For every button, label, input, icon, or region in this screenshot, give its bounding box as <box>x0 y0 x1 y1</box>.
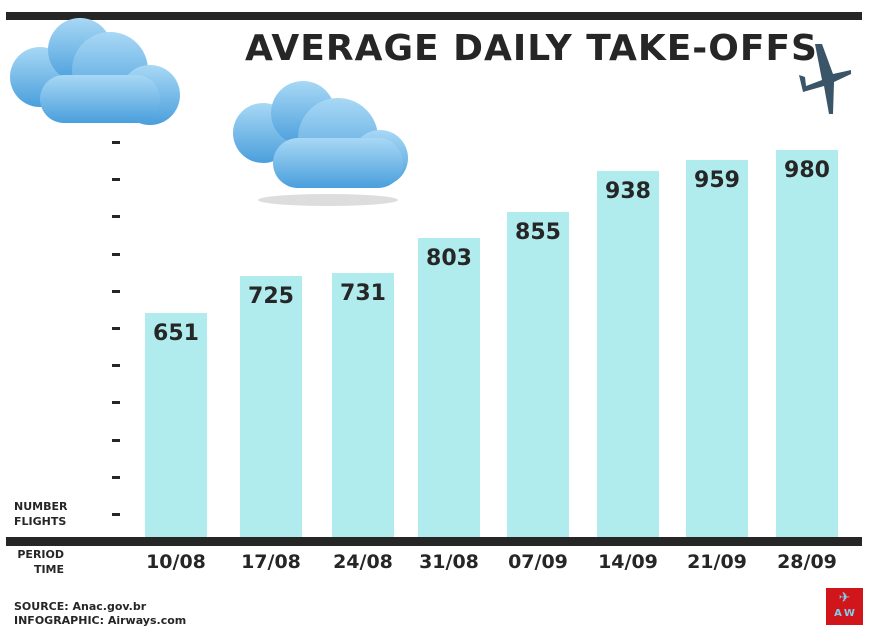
y-tick <box>112 178 120 182</box>
bar <box>145 313 207 537</box>
y-tick <box>112 475 120 479</box>
x-tick-label: 31/08 <box>419 551 479 573</box>
y-tick <box>112 141 120 144</box>
y-tick <box>112 252 120 256</box>
airplane-icon <box>799 44 851 114</box>
data-label: 938 <box>605 178 651 204</box>
y-label-line: FLIGHTS <box>14 515 67 528</box>
x-tick-label: 17/08 <box>241 551 301 573</box>
data-label: 855 <box>515 219 561 245</box>
bar <box>686 160 748 537</box>
data-label: 725 <box>248 284 294 310</box>
data-label: 651 <box>153 321 199 346</box>
x-tick-label: 24/08 <box>333 551 393 573</box>
y-tick <box>112 364 120 368</box>
y-tick <box>112 513 120 516</box>
x-tick-label: 21/09 <box>687 551 747 573</box>
baseline <box>6 537 862 546</box>
x-tick-label: 07/09 <box>508 551 568 573</box>
data-label: 980 <box>784 157 830 183</box>
y-tick <box>112 438 120 442</box>
x-label-line: PERIOD <box>17 548 64 561</box>
y-tick <box>112 401 120 405</box>
y-axis-label: NUMBER FLIGHTS <box>14 499 68 529</box>
top-rule <box>6 12 862 20</box>
chart-title: AVERAGE DAILY TAKE-OFFS <box>245 28 818 69</box>
cloud-icon <box>10 18 180 125</box>
data-label: 731 <box>340 281 386 307</box>
x-label-line: TIME <box>33 563 64 576</box>
cloud-icon <box>233 81 408 206</box>
x-tick-label: 10/08 <box>146 551 206 573</box>
bar <box>507 211 569 537</box>
airways-logo: ✈ A W <box>826 588 863 625</box>
bar <box>776 149 838 537</box>
y-tick <box>112 327 120 330</box>
data-label: 803 <box>426 245 472 271</box>
bar <box>597 170 659 537</box>
y-label-line: NUMBER <box>14 500 68 513</box>
bar <box>240 276 302 537</box>
bar <box>418 237 480 537</box>
logo-text: A W <box>834 608 855 619</box>
x-tick-label: 14/09 <box>598 551 658 573</box>
y-tick <box>112 289 120 293</box>
x-axis-label: PERIOD TIME <box>14 547 64 577</box>
infographic-credit: INFOGRAPHIC: Airways.com <box>14 614 187 627</box>
x-tick-label: 28/09 <box>777 551 837 573</box>
source-text: SOURCE: Anac.gov.br <box>14 600 147 613</box>
bar <box>332 273 394 537</box>
y-tick <box>112 215 120 219</box>
data-label: 959 <box>694 168 740 194</box>
